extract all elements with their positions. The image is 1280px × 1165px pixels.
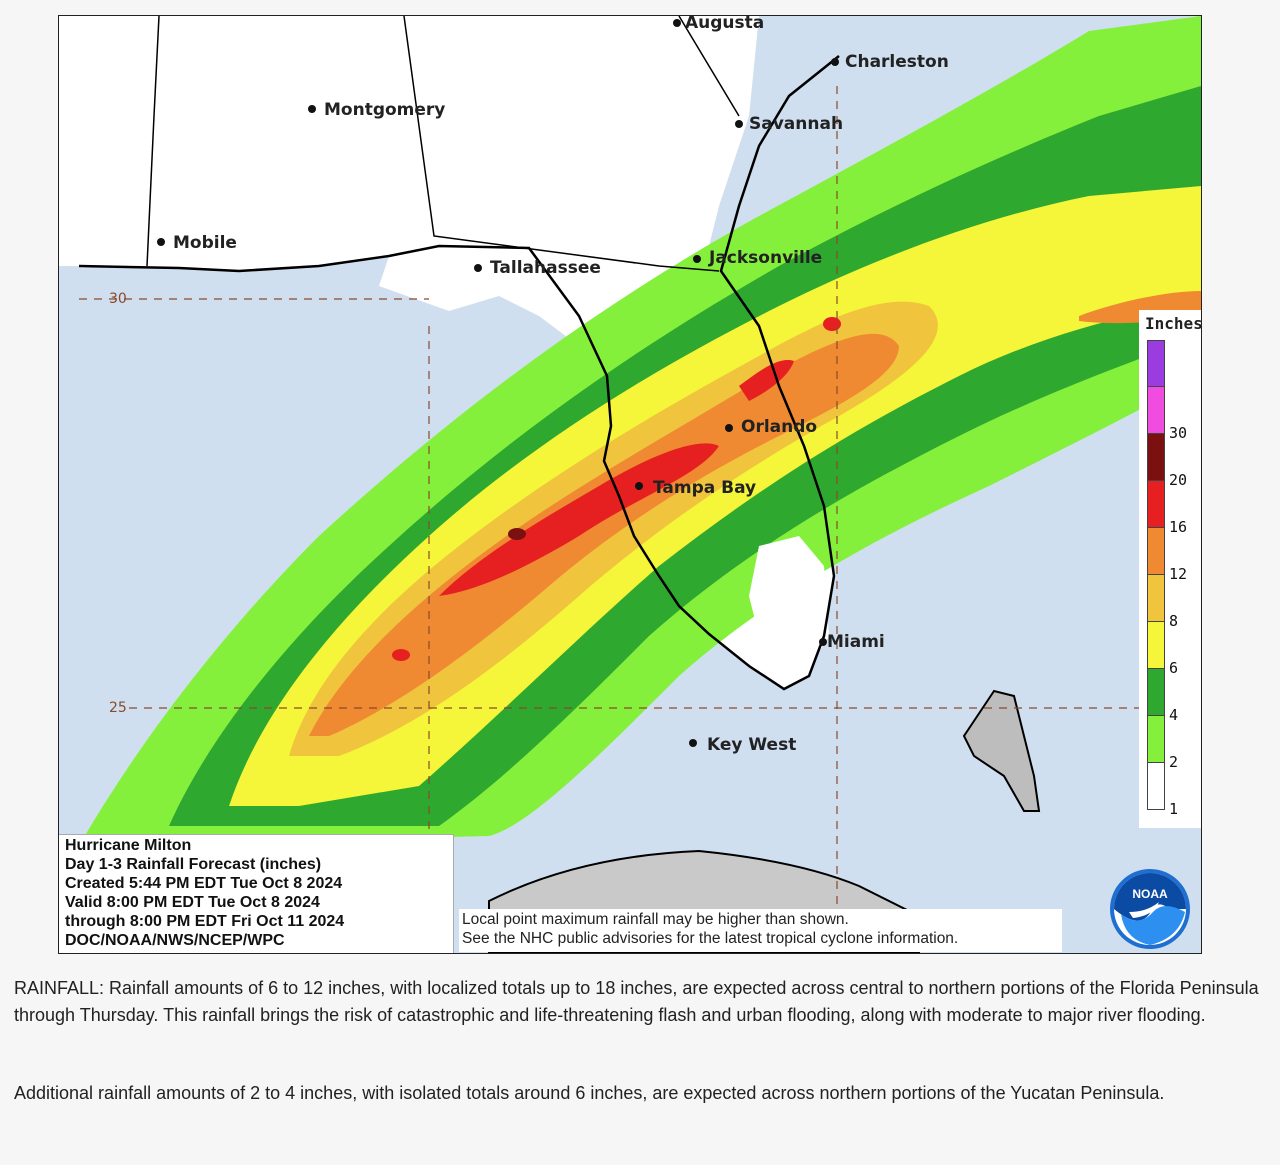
legend-swatch — [1147, 340, 1165, 387]
legend-tick-label: 20 — [1169, 471, 1188, 489]
storm-name: Hurricane Milton — [65, 837, 192, 854]
legend-title: Inches — [1145, 314, 1202, 333]
legend-swatch — [1147, 575, 1165, 622]
legend-tick-label: 16 — [1169, 518, 1188, 536]
legend-tick-label: 2 — [1169, 753, 1179, 771]
city-markers: Augusta Charleston Montgomery Savannah M… — [157, 16, 949, 755]
city-label-miami: Miami — [827, 632, 885, 652]
disclaimer-line-1: Local point maximum rainfall may be high… — [462, 911, 849, 928]
legend-tick-label: 1 — [1169, 800, 1179, 818]
us-land-north — [59, 16, 1201, 271]
legend-tick-label: 12 — [1169, 565, 1188, 583]
legend-tick-label: 30 — [1169, 424, 1188, 442]
city-label-tampa-bay: Tampa Bay — [653, 478, 756, 498]
disclaimer-box: Local point maximum rainfall may be high… — [459, 909, 1062, 952]
created-time: Created 5:44 PM EDT Tue Oct 8 2024 — [65, 875, 343, 892]
legend-swatch — [1147, 763, 1165, 810]
rainfall-legend: Inches 30 20 16 12 8 6 4 2 1 — [1139, 310, 1202, 828]
product-title: Day 1-3 Rainfall Forecast (inches) — [65, 856, 322, 873]
city-label-key-west: Key West — [707, 735, 796, 755]
agency-credit: DOC/NOAA/NWS/NCEP/WPC — [65, 932, 285, 949]
map-canvas: 30 25 Augusta Charleston Montgomery Sava… — [59, 16, 1201, 953]
city-label-orlando: Orlando — [741, 417, 817, 437]
through-time: through 8:00 PM EDT Fri Oct 11 2024 — [65, 913, 345, 930]
city-label-jacksonville: Jacksonville — [708, 248, 822, 268]
rainfall-caption-paragraph-2: Additional rainfall amounts of 2 to 4 in… — [14, 1083, 1165, 1103]
rainfall-map: 30 25 Augusta Charleston Montgomery Sava… — [58, 15, 1202, 954]
legend-tick-label: 4 — [1169, 706, 1179, 724]
city-label-mobile: Mobile — [173, 233, 237, 253]
legend-swatch — [1147, 387, 1165, 434]
legend-swatch — [1147, 528, 1165, 575]
city-label-charleston: Charleston — [845, 52, 949, 72]
legend-swatch — [1147, 622, 1165, 669]
legend-swatch — [1147, 481, 1165, 528]
rainfall-caption-paragraph-1: RAINFALL: Rainfall amounts of 6 to 12 in… — [14, 978, 1259, 1025]
coastlines — [78, 16, 840, 691]
legend-swatch — [1147, 716, 1165, 763]
legend-tick-label: 6 — [1169, 659, 1179, 677]
graticule — [79, 86, 1139, 953]
noaa-logo-text: NOAA — [1132, 887, 1168, 901]
lat-label-25: 25 — [109, 700, 127, 716]
legend-tick-label: 8 — [1169, 612, 1179, 630]
city-label-augusta: Augusta — [685, 16, 764, 33]
lat-label-30: 30 — [109, 291, 127, 307]
city-label-montgomery: Montgomery — [324, 100, 445, 120]
rainfall-swaths — [79, 16, 1201, 846]
disclaimer-line-2: See the NHC public advisories for the la… — [462, 930, 959, 947]
legend-swatch — [1147, 669, 1165, 716]
valid-time: Valid 8:00 PM EDT Tue Oct 8 2024 — [65, 894, 320, 911]
city-label-tallahassee: Tallahassee — [490, 258, 601, 278]
forecast-info-box: Hurricane Milton Day 1-3 Rainfall Foreca… — [59, 834, 454, 953]
noaa-logo-icon: NOAA — [1110, 869, 1190, 949]
legend-colorbar — [1147, 340, 1165, 810]
legend-swatch — [1147, 434, 1165, 481]
city-label-savannah: Savannah — [749, 114, 843, 134]
bahamas-land — [962, 689, 1041, 812]
